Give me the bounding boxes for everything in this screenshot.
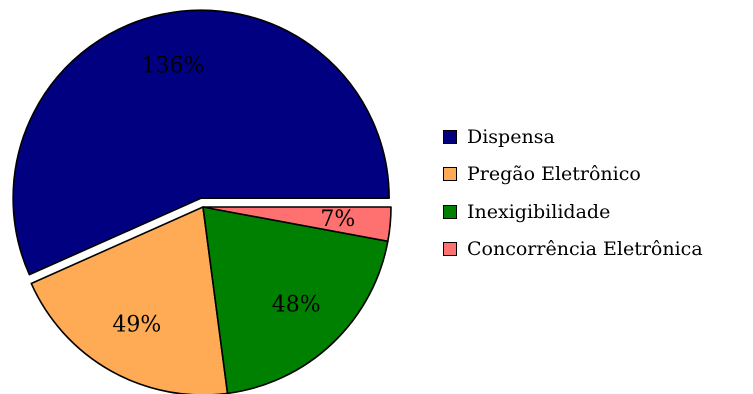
pie-slice-inexigibilidade xyxy=(202,206,389,394)
legend-label: Dispensa xyxy=(467,125,555,148)
legend-label: Pregão Eletrônico xyxy=(467,163,641,186)
legend-item-pregao-eletronico: Pregão Eletrônico xyxy=(443,156,753,194)
legend: Dispensa Pregão Eletrônico Inexigibilidade… xyxy=(443,118,753,268)
pie-slice-pregao-eletronico xyxy=(30,206,229,394)
legend-swatch xyxy=(443,242,457,257)
legend-swatch xyxy=(443,204,457,219)
slice-label-dispensa: 136% xyxy=(142,53,205,78)
legend-item-inexigibilidade: Inexigibilidade xyxy=(443,193,753,231)
slice-label-concorrencia-eletronica: 7% xyxy=(320,207,355,232)
slice-label-inexigibilidade: 48% xyxy=(272,293,321,318)
legend-label: Concorrência Eletrônica xyxy=(467,238,703,261)
legend-item-dispensa: Dispensa xyxy=(443,118,753,156)
legend-swatch xyxy=(443,167,457,182)
pie-slice-concorrencia-eletronica xyxy=(202,206,392,243)
legend-swatch xyxy=(443,129,457,144)
legend-item-concorrencia-eletronica: Concorrência Eletrônica xyxy=(443,231,753,269)
slice-label-pregao-eletronico: 49% xyxy=(112,313,161,338)
pie-slice-dispensa xyxy=(12,9,390,276)
legend-label: Inexigibilidade xyxy=(467,200,611,223)
